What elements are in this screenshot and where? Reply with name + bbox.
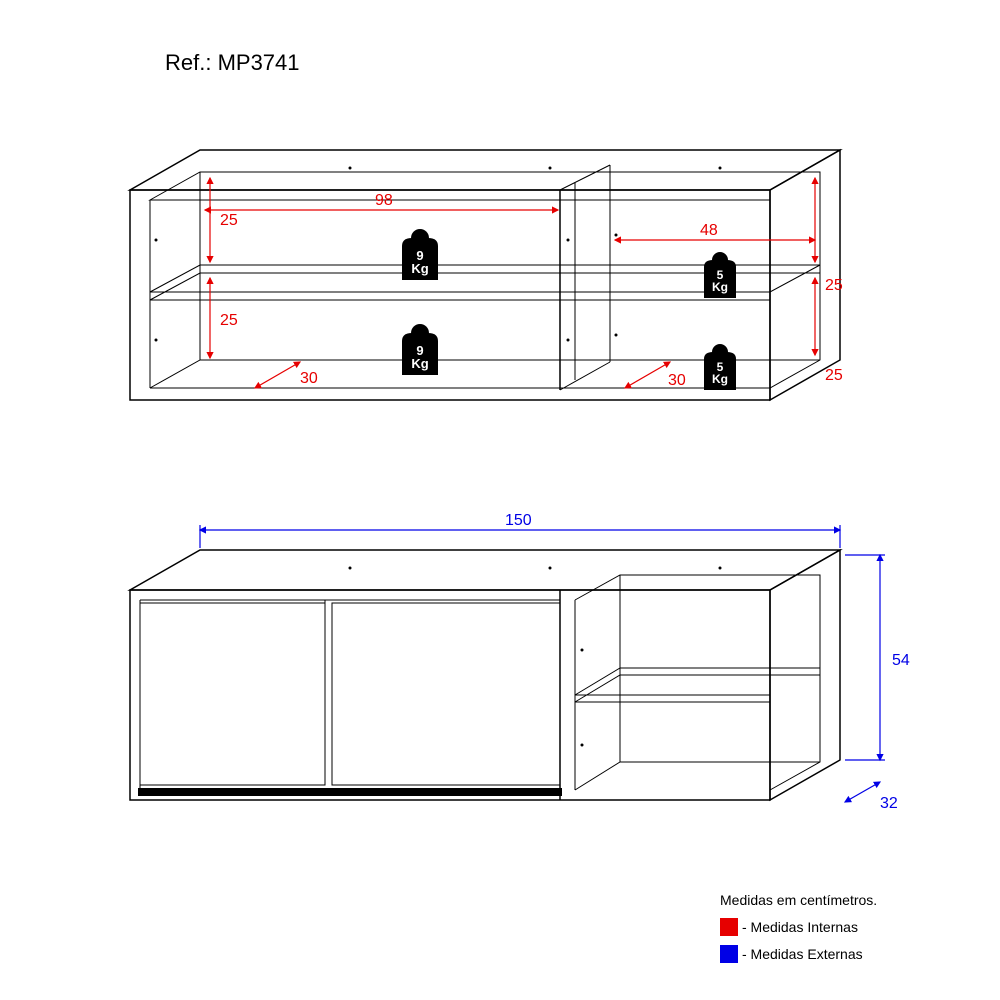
bottom-cabinet-diagram <box>130 550 840 800</box>
dim-width-small: 48 <box>700 222 718 239</box>
legend-external-label: - Medidas Externas <box>742 946 863 962</box>
weight-icon-tr: 5Kg <box>704 252 736 298</box>
dim-ext-height: 54 <box>892 652 910 669</box>
dim-h-upper-left: 25 <box>220 212 238 229</box>
legend-title: Medidas em centímetros. <box>720 892 877 908</box>
dim-h-lower-left: 25 <box>220 312 238 329</box>
legend-internal-label: - Medidas Internas <box>742 919 858 935</box>
dim-h-lower-right: 25 <box>825 367 843 384</box>
legend-external-swatch <box>720 945 738 963</box>
dim-ext-width: 150 <box>505 512 532 529</box>
dim-ext-depth: 32 <box>880 795 898 812</box>
dim-width-large: 98 <box>375 192 393 209</box>
legend: Medidas em centímetros. - Medidas Intern… <box>720 892 877 963</box>
reference-label: Ref.: MP3741 <box>165 50 300 75</box>
dim-depth-left: 30 <box>300 370 318 387</box>
weight-icon-br: 5Kg <box>704 344 736 390</box>
weight-icon-tl: 9Kg <box>402 229 438 280</box>
dim-h-upper-right: 25 <box>825 277 843 294</box>
weight-icon-bl: 9Kg <box>402 324 438 375</box>
external-dimensions <box>200 525 885 802</box>
dim-depth-right: 30 <box>668 372 686 389</box>
legend-internal-swatch <box>720 918 738 936</box>
